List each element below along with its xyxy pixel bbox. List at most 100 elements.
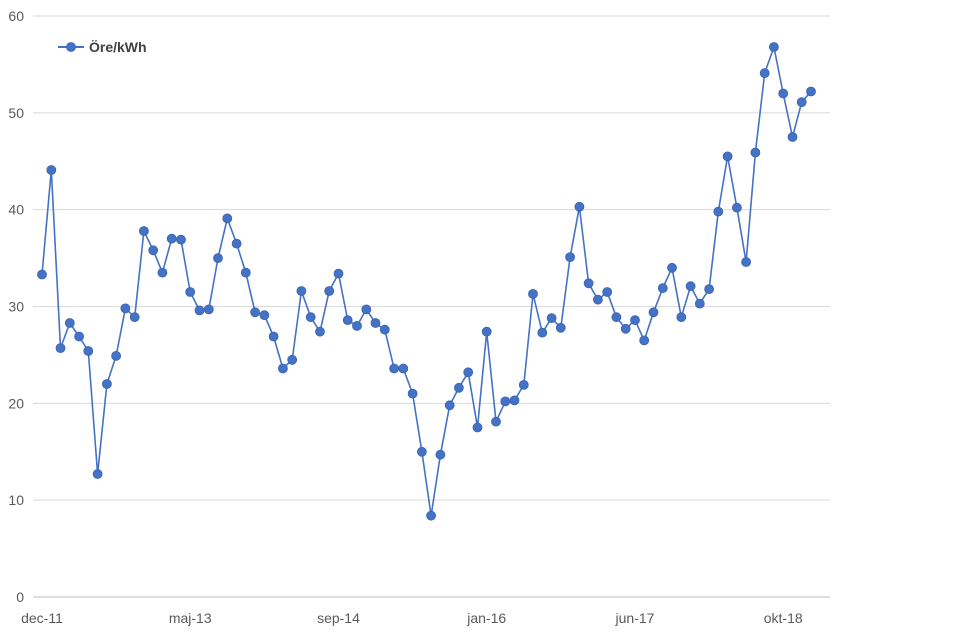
y-tick-label: 0 [16,589,24,605]
y-tick-label: 10 [8,492,24,508]
data-point-4 [74,331,84,342]
data-point-57 [565,252,575,263]
data-point-46 [463,367,474,378]
y-tick-label: 50 [8,105,24,121]
data-point-45 [453,382,464,393]
data-point-68 [667,262,677,273]
x-tick-label: jan-16 [466,610,506,626]
data-point-71 [694,298,705,309]
data-point-72 [704,284,714,295]
data-point-30 [315,326,325,337]
y-tick-label: 20 [8,395,24,411]
data-point-66 [648,307,659,318]
data-point-16 [185,287,196,297]
data-point-60 [593,294,603,305]
data-point-35 [361,304,372,315]
y-tick-label: 40 [8,202,24,218]
data-point-59 [583,278,594,289]
data-point-12 [148,245,159,256]
data-point-43 [435,449,446,460]
data-point-38 [389,363,400,374]
data-point-79 [769,42,779,52]
data-point-65 [639,335,650,346]
data-point-82 [796,97,807,108]
legend-label: Öre/kWh [89,39,147,55]
data-point-54 [537,327,548,338]
data-point-42 [426,510,437,521]
series-ore-kwh [37,42,816,521]
data-point-24 [259,310,270,321]
data-point-36 [370,318,381,328]
data-point-22 [240,267,251,278]
data-point-20 [222,213,233,224]
data-point-55 [546,313,557,324]
data-point-49 [491,416,501,427]
data-point-64 [630,315,640,326]
legend-marker-swatch [66,42,76,52]
data-point-13 [157,267,168,278]
x-axis-tick-labels: dec-11 maj-13 sep-14 jan-16 jun-17 okt-18 [21,610,803,626]
data-point-47 [472,422,483,433]
data-point-26 [277,363,288,374]
data-point-32 [333,268,344,279]
data-point-5 [83,346,94,356]
data-point-53 [528,288,538,299]
data-point-63 [620,323,631,334]
x-tick-label: maj-13 [169,610,212,626]
x-tick-label: sep-14 [317,610,360,626]
legend: Öre/kWh [58,39,147,55]
data-point-15 [176,234,186,245]
x-tick-label: okt-18 [764,610,803,626]
data-point-40 [407,388,418,399]
data-point-29 [305,312,316,323]
data-point-0 [37,269,47,280]
data-point-3 [64,318,75,328]
data-point-19 [213,253,223,264]
data-point-76 [741,257,751,267]
data-point-44 [444,400,455,411]
data-point-81 [787,132,798,142]
data-point-21 [231,238,242,249]
data-point-14 [166,233,177,244]
data-point-74 [722,151,733,162]
y-tick-label: 30 [8,299,24,315]
data-point-1 [46,165,57,175]
data-point-75 [732,202,742,213]
data-point-50 [500,396,511,407]
data-point-8 [111,350,121,361]
data-point-31 [324,286,335,296]
data-point-11 [138,226,149,236]
data-point-34 [352,320,362,331]
data-point-37 [379,324,390,335]
y-tick-label: 60 [8,8,24,24]
x-tick-label: jun-17 [614,610,654,626]
data-point-6 [92,469,103,479]
data-point-27 [287,354,298,365]
data-point-23 [250,307,261,318]
data-point-28 [296,286,307,296]
data-point-2 [55,343,66,354]
y-axis-tick-labels: 0 10 20 30 40 50 60 [8,8,24,605]
data-point-18 [203,304,214,315]
data-point-10 [129,312,140,323]
data-point-41 [416,446,427,457]
data-point-83 [806,86,816,97]
data-point-9 [120,303,131,314]
data-point-70 [685,281,696,292]
gridlines [33,15,830,598]
data-point-58 [574,201,585,212]
data-point-56 [555,322,566,333]
data-point-69 [676,312,687,323]
data-point-62 [611,312,622,323]
x-tick-label: dec-11 [21,610,63,626]
data-point-33 [342,315,353,326]
data-point-39 [398,363,409,374]
data-point-67 [657,283,668,294]
data-point-51 [509,395,520,406]
data-point-7 [102,379,112,389]
data-point-78 [759,68,770,78]
data-point-61 [602,287,613,297]
data-point-17 [194,305,205,316]
series-line [41,46,812,517]
